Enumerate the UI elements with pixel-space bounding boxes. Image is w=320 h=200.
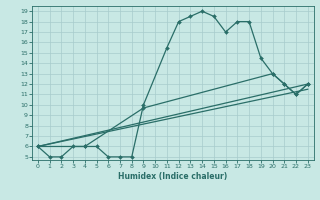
X-axis label: Humidex (Indice chaleur): Humidex (Indice chaleur) bbox=[118, 172, 228, 181]
